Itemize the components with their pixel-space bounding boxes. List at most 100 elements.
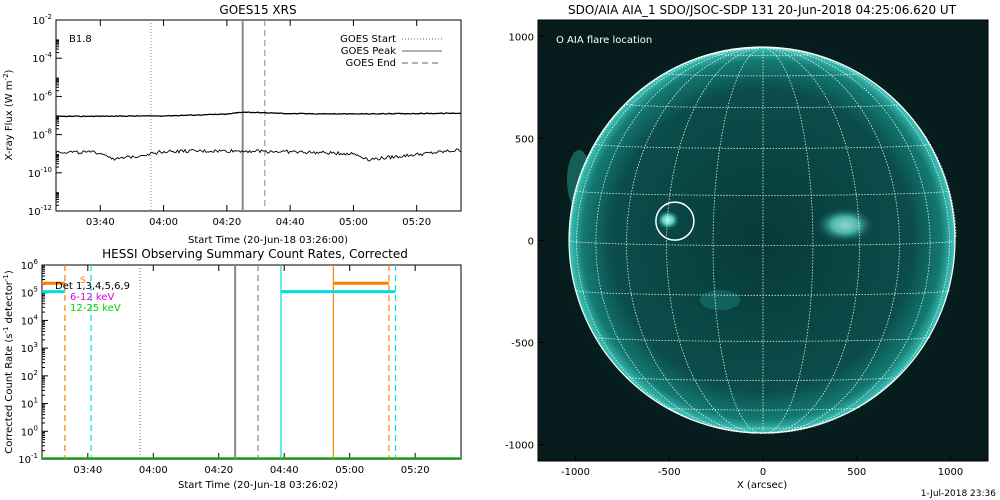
hessi-event-markers <box>64 265 397 459</box>
goes-x-axis-title: Start Time (20-Jun-18 03:26:00) <box>188 235 348 246</box>
grid-line <box>576 290 950 296</box>
hessi-x-axis: 03:40 04:00 04:20 04:40 05:00 05:20 <box>73 265 430 476</box>
goes-x-axis: 03:40 04:00 04:20 04:40 05:00 05:20 <box>86 20 431 228</box>
goes-event-markers <box>150 20 266 211</box>
legend-det-label: Det 1,3,4,5,6,9 <box>55 281 130 292</box>
grid-line <box>666 47 761 434</box>
grid-line <box>576 190 950 196</box>
aia-x-tick-label: 1000 <box>938 467 963 478</box>
grid-line <box>626 376 900 381</box>
hessi-series-group <box>42 281 396 294</box>
goes-y-tick-label: 10-2 <box>32 13 52 27</box>
goes-x-tick-label: 03:40 <box>86 217 115 228</box>
grid-line <box>713 426 813 429</box>
aia-y-tick-label: 1000 <box>509 32 534 43</box>
goes-y-tick-label: 10-12 <box>28 204 52 218</box>
goes-title: GOES15 XRS <box>219 3 296 17</box>
aia-x-tick-label: -500 <box>658 467 681 478</box>
grid-line <box>766 47 931 434</box>
legend-goes-start-label: GOES Start <box>340 34 396 45</box>
hessi-y-tick-label: 101 <box>21 397 38 411</box>
hessi-y-tick-label: 10-1 <box>18 452 38 466</box>
aia-y-tick-label: -500 <box>511 339 534 350</box>
aia-y-axis: -1000 -500 0 500 1000 <box>505 32 544 452</box>
grid-line <box>666 407 860 411</box>
aia-annotation: O AIA flare location <box>556 35 652 46</box>
hessi-title: HESSI Observing Summary Count Rates, Cor… <box>102 247 408 261</box>
flare-location-circle <box>655 201 695 241</box>
goes-y-axis-title: X-ray Flux (W m-2) <box>2 69 15 160</box>
hessi-x-tick-label: 03:40 <box>73 465 102 476</box>
hessi-x-axis-title: Start Time (20-Jun-18 03:26:02) <box>178 480 338 491</box>
aia-y-tick-label: -1000 <box>505 441 534 452</box>
hessi-x-tick-label: 04:40 <box>270 465 299 476</box>
grid-line <box>712 47 763 434</box>
grid-line <box>763 47 814 434</box>
legend-6-12kev-label: 6-12 keV <box>70 292 114 303</box>
goes-x-tick-label: 04:20 <box>212 217 241 228</box>
footer-date: 1-Jul-2018 23:36 <box>921 489 997 499</box>
goes-x-tick-label: 05:00 <box>339 217 368 228</box>
active-region-west <box>815 207 875 243</box>
legend-12-25kev-label: 12-25 keV <box>70 303 121 314</box>
goes-class-label: B1.8 <box>69 34 92 45</box>
aia-x-tick-label: 500 <box>847 467 866 478</box>
hessi-y-tick-label: 105 <box>21 286 38 300</box>
aia-x-axis-title: X (arcsec) <box>737 480 787 491</box>
goes-x-tick-label: 04:40 <box>276 217 305 228</box>
goes-x-tick-label: 05:20 <box>402 217 431 228</box>
legend-goes-peak-label: GOES Peak <box>341 46 396 57</box>
goes-series-group <box>56 111 461 162</box>
active-region-south <box>700 290 740 310</box>
hessi-legend: Det 1,3,4,5,6,9 S 6-12 keV 12-25 keV <box>55 276 130 314</box>
hessi-x-tick-label: 04:00 <box>139 465 168 476</box>
hessi-y-axis-title: Corrected Count Rate (s-1 detector-1) <box>2 270 15 454</box>
goes-y-tick-label: 10-4 <box>32 51 52 65</box>
grid-line <box>595 336 931 342</box>
grid-line <box>765 47 900 434</box>
grid-line <box>576 47 760 433</box>
legend-goes-end-label: GOES End <box>346 58 396 69</box>
grid-line <box>666 73 860 77</box>
aia-title: SDO/AIA AIA_1 SDO/JSOC-SDP 131 20-Jun-20… <box>568 3 957 17</box>
goes-y-tick-label: 10-10 <box>28 166 52 180</box>
grid-line <box>595 47 760 434</box>
aia-panel: SDO/AIA AIA_1 SDO/JSOC-SDP 131 20-Jun-20… <box>505 3 989 491</box>
grid-line <box>595 143 931 149</box>
goes-y-tick-label: 10-6 <box>32 89 52 103</box>
aia-x-tick-label: -1000 <box>561 467 590 478</box>
goes-legend: GOES Start GOES Peak GOES End <box>340 34 442 69</box>
goes-y-tick-label: 10-8 <box>32 128 52 142</box>
hessi-panel: HESSI Observing Summary Count Rates, Cor… <box>2 247 462 491</box>
grid-line <box>765 47 860 434</box>
goes-x-tick-label: 04:00 <box>149 217 178 228</box>
hessi-x-tick-label: 05:00 <box>335 465 364 476</box>
hessi-y-tick-label: 103 <box>21 341 38 355</box>
grid-line <box>626 103 900 108</box>
goes-series-short <box>56 148 461 162</box>
goes-y-axis: 10-12 10-10 10-8 10-6 10-4 10-2 <box>28 13 62 218</box>
grid-line <box>766 47 950 433</box>
hessi-y-axis: 10-1 100 101 102 103 104 105 106 <box>18 258 48 466</box>
hessi-y-tick-label: 102 <box>21 369 38 383</box>
goes-series-long <box>56 111 461 118</box>
solar-disk <box>569 47 955 433</box>
grid-line <box>626 47 761 434</box>
hessi-x-tick-label: 05:20 <box>401 465 430 476</box>
solar-limb <box>568 46 956 434</box>
aia-y-tick-label: 500 <box>515 134 534 145</box>
hessi-plot-frame <box>41 264 462 460</box>
aia-image: O AIA flare location <box>538 20 988 461</box>
hessi-y-tick-label: 104 <box>21 313 39 327</box>
flare-brightening <box>656 210 680 230</box>
hessi-y-tick-label: 106 <box>21 258 39 272</box>
legend-attenuator-marker: S <box>80 276 86 286</box>
aia-x-axis: -1000 -500 0 500 1000 <box>561 455 963 478</box>
goes-plot-frame <box>55 19 462 212</box>
goes-panel: GOES15 XRS 10-12 10-10 10-8 10-6 10-4 10-2 03… <box>2 3 462 246</box>
hessi-y-tick-label: 100 <box>21 424 38 438</box>
aia-x-tick-label: 0 <box>760 467 766 478</box>
hessi-x-tick-label: 04:20 <box>204 465 233 476</box>
aia-y-tick-label: 0 <box>528 237 534 248</box>
